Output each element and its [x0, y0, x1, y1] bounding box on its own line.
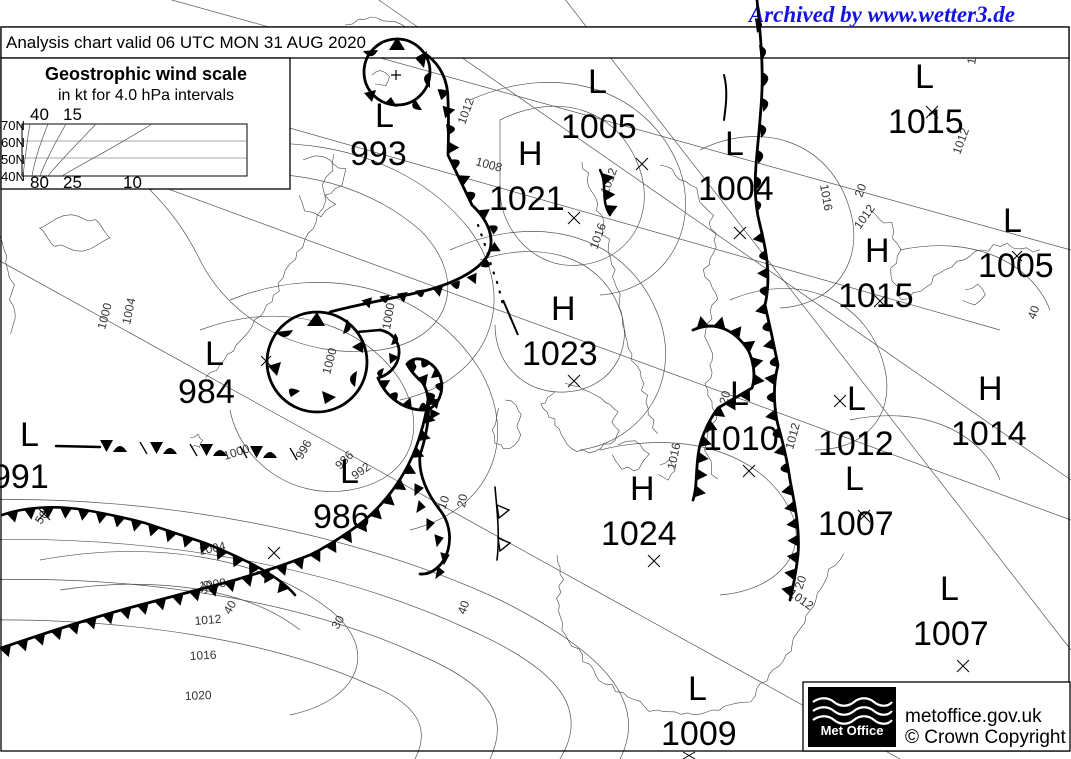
svg-text:1015: 1015: [838, 277, 914, 315]
svg-text:1007: 1007: [818, 505, 894, 543]
svg-text:Met Office: Met Office: [821, 723, 884, 738]
svg-text:L: L: [688, 670, 707, 708]
svg-text:15: 15: [63, 105, 82, 124]
svg-text:H: H: [978, 370, 1003, 408]
svg-text:1021: 1021: [489, 180, 565, 218]
svg-text:H: H: [518, 135, 543, 173]
svg-text:H: H: [865, 232, 890, 270]
svg-text:25: 25: [63, 173, 82, 192]
svg-text:1007: 1007: [913, 615, 989, 653]
svg-text:1014: 1014: [951, 415, 1027, 453]
svg-text:1020: 1020: [185, 688, 212, 703]
svg-text:50N: 50N: [1, 152, 25, 167]
svg-text:metoffice.gov.uk: metoffice.gov.uk: [905, 706, 1042, 727]
svg-text:L: L: [845, 460, 864, 498]
svg-text:L: L: [20, 416, 39, 454]
svg-text:1012: 1012: [818, 425, 894, 463]
svg-text:Analysis chart valid 06 UTC M: Analysis chart valid 06 UTC MON 31 AUG 2…: [6, 33, 366, 52]
svg-text:70N: 70N: [1, 118, 25, 133]
svg-text:in kt for 4.0 hPa intervals: in kt for 4.0 hPa intervals: [58, 87, 234, 104]
svg-text:Geostrophic wind scale: Geostrophic wind scale: [45, 64, 247, 84]
svg-text:L: L: [340, 453, 359, 491]
svg-text:L: L: [847, 380, 866, 418]
svg-text:40: 40: [30, 105, 49, 124]
svg-text:1016: 1016: [189, 648, 217, 663]
svg-text:993: 993: [350, 135, 407, 173]
svg-text:L: L: [1003, 202, 1022, 240]
svg-text:L: L: [940, 570, 959, 608]
svg-text:20: 20: [454, 493, 470, 509]
svg-text:L: L: [915, 58, 934, 96]
svg-text:H: H: [630, 470, 655, 508]
svg-text:1005: 1005: [978, 247, 1054, 285]
svg-text:1015: 1015: [888, 103, 964, 141]
svg-text:L: L: [205, 335, 224, 373]
svg-text:Archived by www.wetter3.de: Archived by www.wetter3.de: [747, 2, 1015, 27]
svg-text:L: L: [725, 125, 744, 163]
svg-text:80: 80: [30, 173, 49, 192]
svg-text:H: H: [551, 290, 576, 328]
svg-text:984: 984: [178, 373, 235, 411]
svg-text:10: 10: [123, 173, 142, 192]
svg-text:1009: 1009: [661, 715, 737, 753]
svg-text:40N: 40N: [1, 169, 25, 184]
svg-text:© Crown Copyright: © Crown Copyright: [905, 727, 1066, 748]
svg-text:991: 991: [0, 458, 49, 496]
svg-text:1012: 1012: [194, 612, 222, 628]
svg-text:1005: 1005: [561, 108, 637, 146]
svg-text:1024: 1024: [601, 515, 677, 553]
svg-text:1004: 1004: [698, 170, 774, 208]
svg-text:60N: 60N: [1, 135, 25, 150]
svg-text:1010: 1010: [703, 420, 779, 458]
svg-text:986: 986: [313, 498, 370, 536]
svg-text:L: L: [588, 63, 607, 101]
svg-text:1023: 1023: [522, 335, 598, 373]
